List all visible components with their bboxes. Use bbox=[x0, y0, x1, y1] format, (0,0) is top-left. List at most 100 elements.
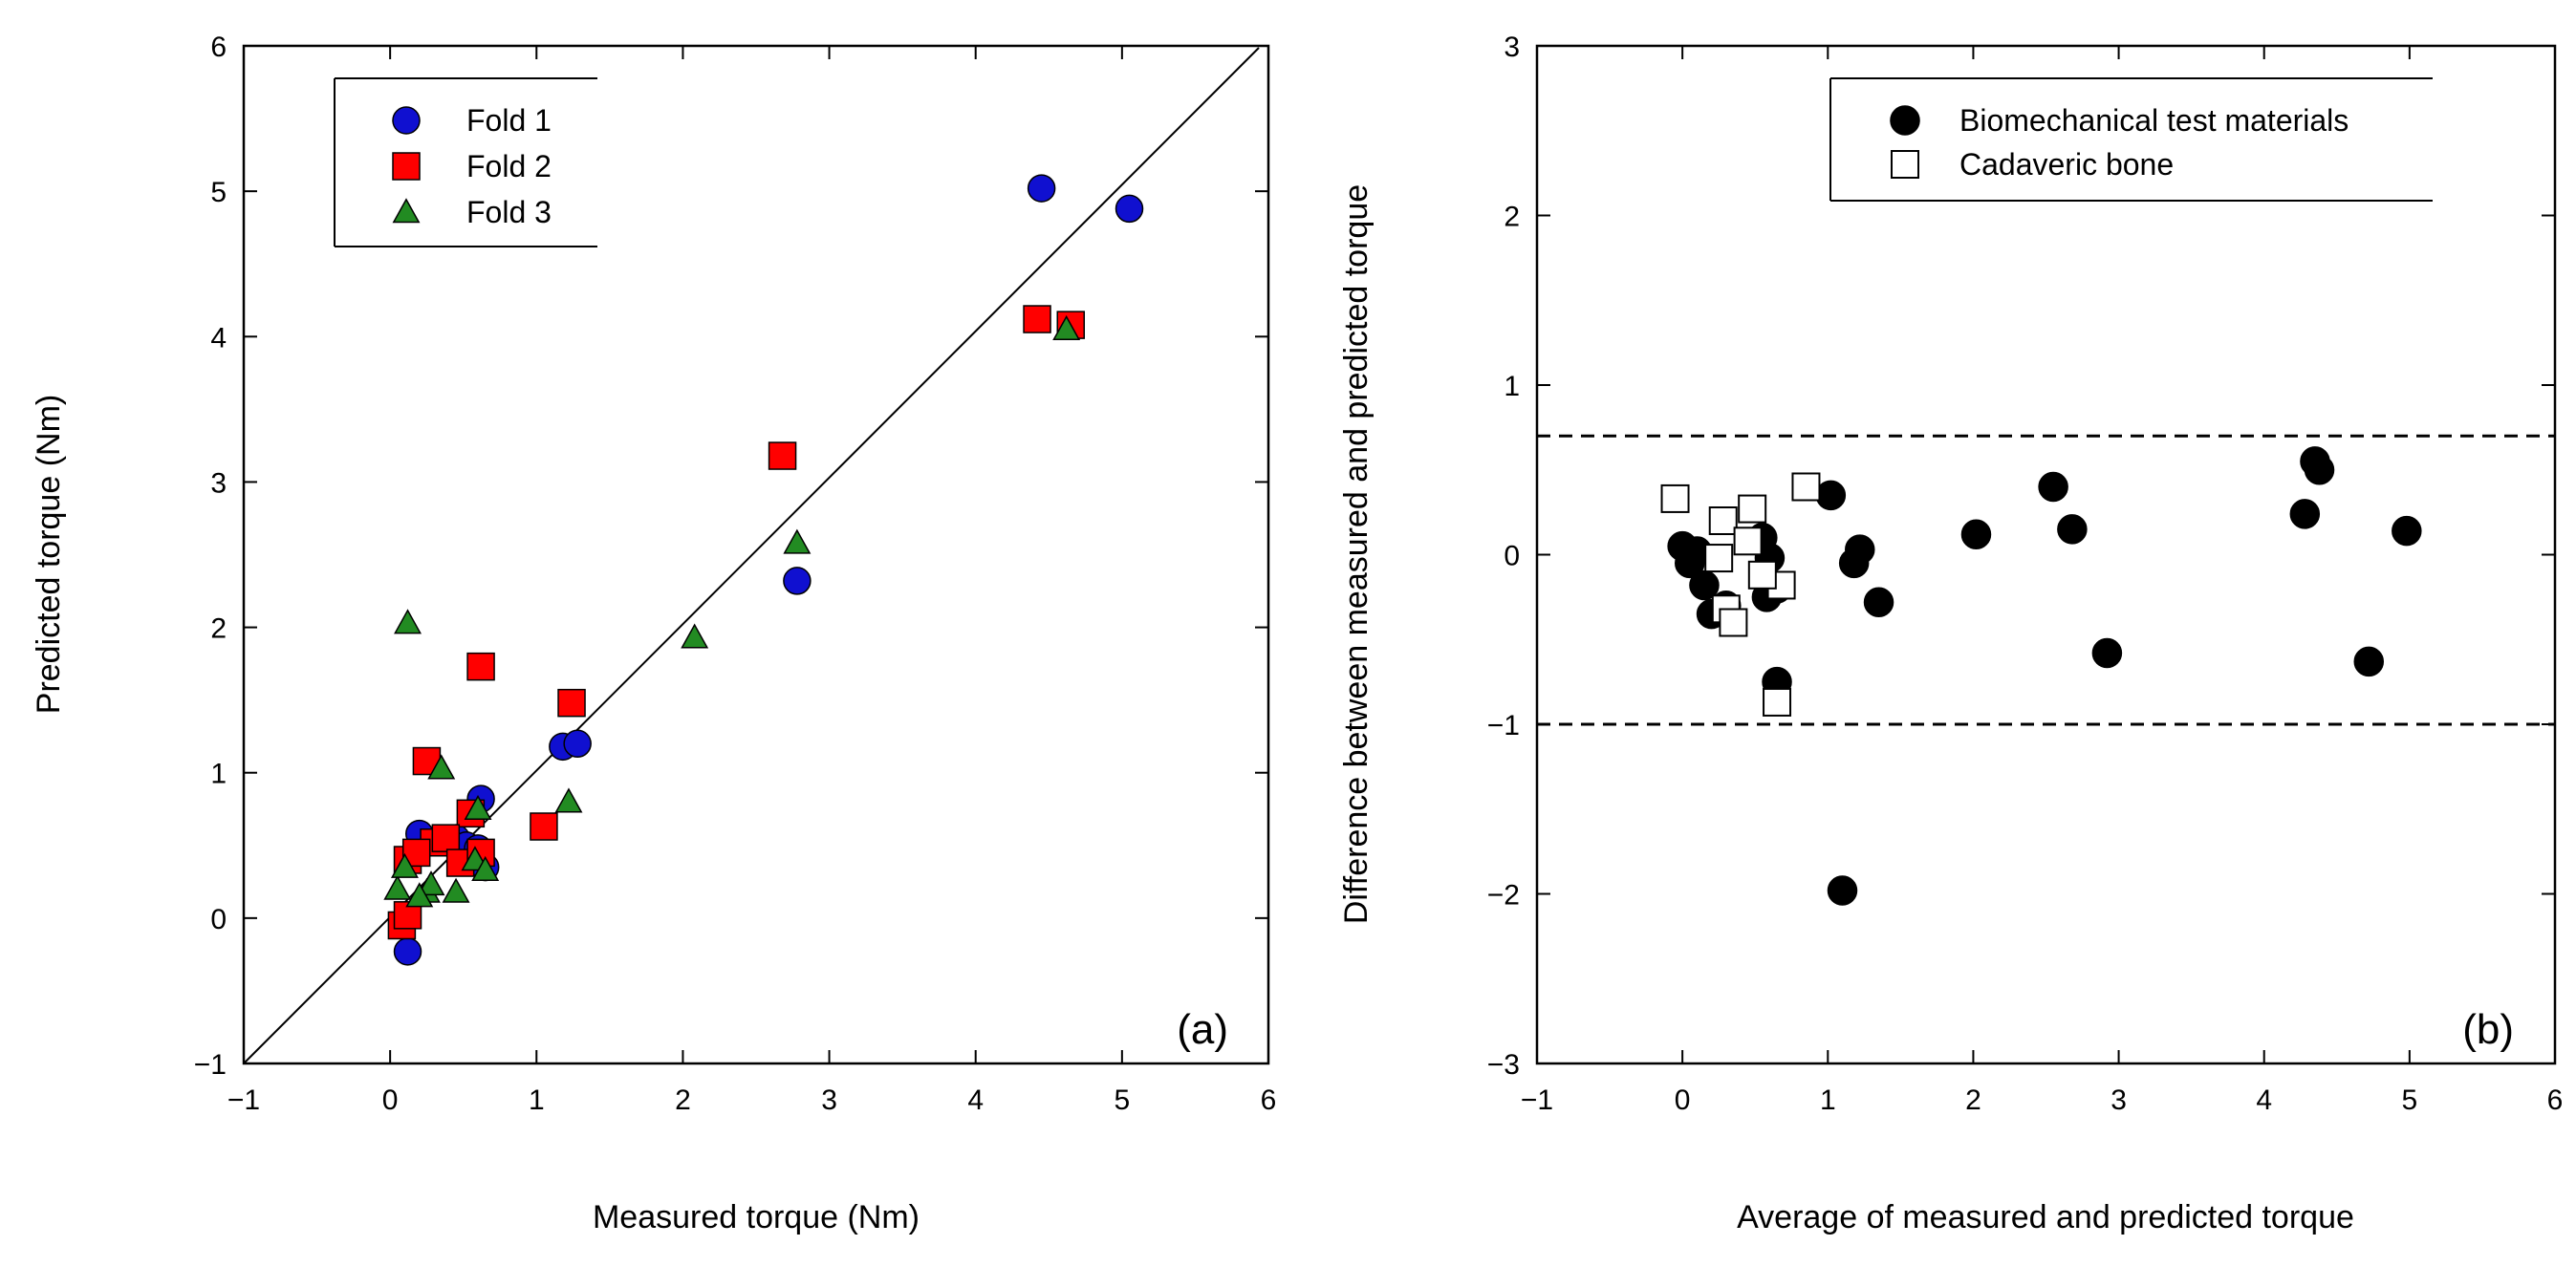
panel-b-x-tick-label: 2 bbox=[1965, 1084, 1981, 1116]
point-fold-3 bbox=[390, 852, 419, 878]
panel-b-x-tick-label: 0 bbox=[1675, 1084, 1691, 1116]
point-cadaveric-bone bbox=[1791, 472, 1821, 502]
point-biomechanical-test-materials bbox=[1689, 569, 1720, 601]
legend-label-fold-1: Fold 1 bbox=[466, 103, 552, 138]
panel-b-y-tick-label: −1 bbox=[1487, 710, 1520, 741]
point-biomechanical-test-materials bbox=[1845, 534, 1875, 565]
panel-b-x-tick-label: 1 bbox=[1820, 1084, 1836, 1116]
legend-marker-biomechanical-test-materials bbox=[1890, 105, 1920, 136]
panel-a-y-tick-label: 6 bbox=[210, 32, 227, 63]
point-biomechanical-test-materials bbox=[2091, 637, 2123, 669]
panel-b-x-tick-label: 5 bbox=[2402, 1084, 2418, 1116]
panel-a-y-tick-label: −1 bbox=[194, 1049, 227, 1081]
legend-marker-fold-2 bbox=[392, 152, 421, 181]
panel-a-y-tick-label: 5 bbox=[210, 177, 227, 208]
point-fold-3 bbox=[442, 877, 470, 903]
panel-a-x-tick-label: −1 bbox=[227, 1084, 260, 1116]
panel-b-x-ticks: −1 0 1 2 3 4 5 6 bbox=[1521, 46, 2563, 1116]
panel-a-x-tick-label: 5 bbox=[1115, 1084, 1131, 1116]
point-biomechanical-test-materials bbox=[2392, 515, 2422, 547]
panel-b-y-ticks: −3 −2 −1 0 1 2 3 bbox=[1487, 32, 2555, 1081]
legend-a-background bbox=[335, 76, 597, 248]
point-biomechanical-test-materials bbox=[1815, 480, 1847, 511]
panel-a-y-ticks: −1 0 1 2 3 4 5 6 bbox=[194, 32, 1268, 1081]
point-fold-3 bbox=[405, 882, 434, 908]
point-fold-1 bbox=[1115, 194, 1144, 224]
panel-a-legend: Fold 1 Fold 2 Fold 3 bbox=[334, 76, 597, 248]
legend-a-items: Fold 1 Fold 2 Fold 3 bbox=[392, 103, 552, 229]
panel-b-y-tick-label: −2 bbox=[1487, 880, 1520, 912]
panel-a-y-tick-label: 3 bbox=[210, 467, 227, 499]
point-biomechanical-test-materials bbox=[1827, 875, 1858, 906]
panel-a-x-tick-label: 6 bbox=[1261, 1084, 1277, 1116]
panel-a-x-tick-label: 3 bbox=[821, 1084, 837, 1116]
point-fold-3 bbox=[554, 787, 583, 813]
panel-a-x-tick-label: 4 bbox=[967, 1084, 984, 1116]
point-fold-2 bbox=[768, 441, 797, 470]
panel-a-x-tick-label: 1 bbox=[529, 1084, 545, 1116]
point-fold-3 bbox=[1052, 314, 1081, 340]
point-fold-2 bbox=[466, 652, 495, 681]
panel-b-x-tick-label: 4 bbox=[2256, 1084, 2272, 1116]
point-biomechanical-test-materials bbox=[2304, 455, 2335, 485]
point-cadaveric-bone bbox=[1747, 560, 1777, 590]
point-cadaveric-bone bbox=[1704, 544, 1734, 573]
panel-a-x-tick-label: 2 bbox=[675, 1084, 691, 1116]
panel-b-y-tick-label: 2 bbox=[1504, 202, 1520, 233]
point-fold-3 bbox=[471, 855, 500, 881]
legend-marker-fold-3 bbox=[392, 198, 421, 224]
panel-a-y-tick-label: 1 bbox=[210, 759, 227, 790]
panel-b-y-tick-label: 1 bbox=[1504, 371, 1520, 402]
point-cadaveric-bone bbox=[1738, 494, 1767, 524]
panel-a-x-axis-title: Measured torque (Nm) bbox=[593, 1199, 920, 1235]
panel-b-y-axis-title: Difference between measured and predicte… bbox=[1338, 184, 1375, 924]
point-biomechanical-test-materials bbox=[2353, 646, 2385, 677]
point-fold-3 bbox=[383, 874, 412, 900]
point-fold-3 bbox=[417, 870, 445, 896]
point-fold-3 bbox=[681, 623, 709, 649]
point-biomechanical-test-materials bbox=[1863, 587, 1894, 617]
point-fold-1 bbox=[563, 729, 592, 759]
panel-a-plot-frame bbox=[242, 44, 1270, 1065]
point-fold-2 bbox=[530, 812, 558, 841]
panel-b-x-tick-label: 3 bbox=[2111, 1084, 2127, 1116]
panel-b-x-tick-label: −1 bbox=[1521, 1084, 1553, 1116]
point-biomechanical-test-materials bbox=[2057, 514, 2088, 545]
point-cadaveric-bone bbox=[1719, 608, 1748, 637]
point-fold-3 bbox=[427, 754, 456, 780]
panel-a-y-tick-label: 2 bbox=[210, 613, 227, 645]
point-biomechanical-test-materials bbox=[2038, 471, 2068, 503]
panel-a-x-tick-label: 0 bbox=[382, 1084, 399, 1116]
point-biomechanical-test-materials bbox=[2289, 499, 2321, 529]
panel-b-chart: −1 0 1 2 3 4 5 6 −3 −2 −1 0 1 2 3 Biomechanical test … bbox=[1338, 32, 2563, 1235]
panel-b-points bbox=[1660, 446, 2422, 906]
point-cadaveric-bone bbox=[1660, 483, 1690, 513]
point-cadaveric-bone bbox=[1733, 526, 1763, 556]
panel-b-y-tick-label: −3 bbox=[1487, 1049, 1520, 1081]
legend-label-biomechanical-test-materials: Biomechanical test materials bbox=[1959, 103, 2349, 138]
point-fold-2 bbox=[1023, 305, 1051, 333]
panel-b-y-tick-label: 0 bbox=[1504, 541, 1520, 572]
point-fold-3 bbox=[394, 609, 422, 634]
panel-b-limit-lines bbox=[1537, 434, 2555, 726]
legend-label-fold-3: Fold 3 bbox=[466, 195, 552, 229]
panel-a-x-ticks: −1 0 1 2 3 4 5 6 bbox=[227, 46, 1276, 1116]
panel-b-x-tick-label: 6 bbox=[2547, 1084, 2564, 1116]
point-cadaveric-bone bbox=[1708, 506, 1738, 535]
point-cadaveric-bone bbox=[1763, 687, 1792, 717]
legend-b-background bbox=[1830, 78, 2433, 201]
legend-b-items: Biomechanical test materials Cadaveric bo… bbox=[1890, 103, 2349, 182]
panel-b-y-tick-label: 3 bbox=[1504, 32, 1520, 63]
point-fold-2 bbox=[557, 688, 586, 718]
point-fold-3 bbox=[464, 795, 492, 821]
point-fold-2 bbox=[431, 824, 461, 852]
panel-b-label: (b) bbox=[2462, 1006, 2514, 1053]
point-biomechanical-test-materials bbox=[1675, 548, 1705, 579]
panel-a-label: (a) bbox=[1177, 1006, 1228, 1053]
panel-b-legend: Biomechanical test materials Cadaveric bo… bbox=[1829, 77, 2433, 202]
panel-a-y-tick-label: 0 bbox=[210, 904, 227, 935]
legend-marker-cadaveric-bone bbox=[1891, 150, 1919, 179]
panel-a-y-axis-title: Predicted torque (Nm) bbox=[31, 395, 67, 714]
legend-label-fold-2: Fold 2 bbox=[466, 149, 552, 183]
